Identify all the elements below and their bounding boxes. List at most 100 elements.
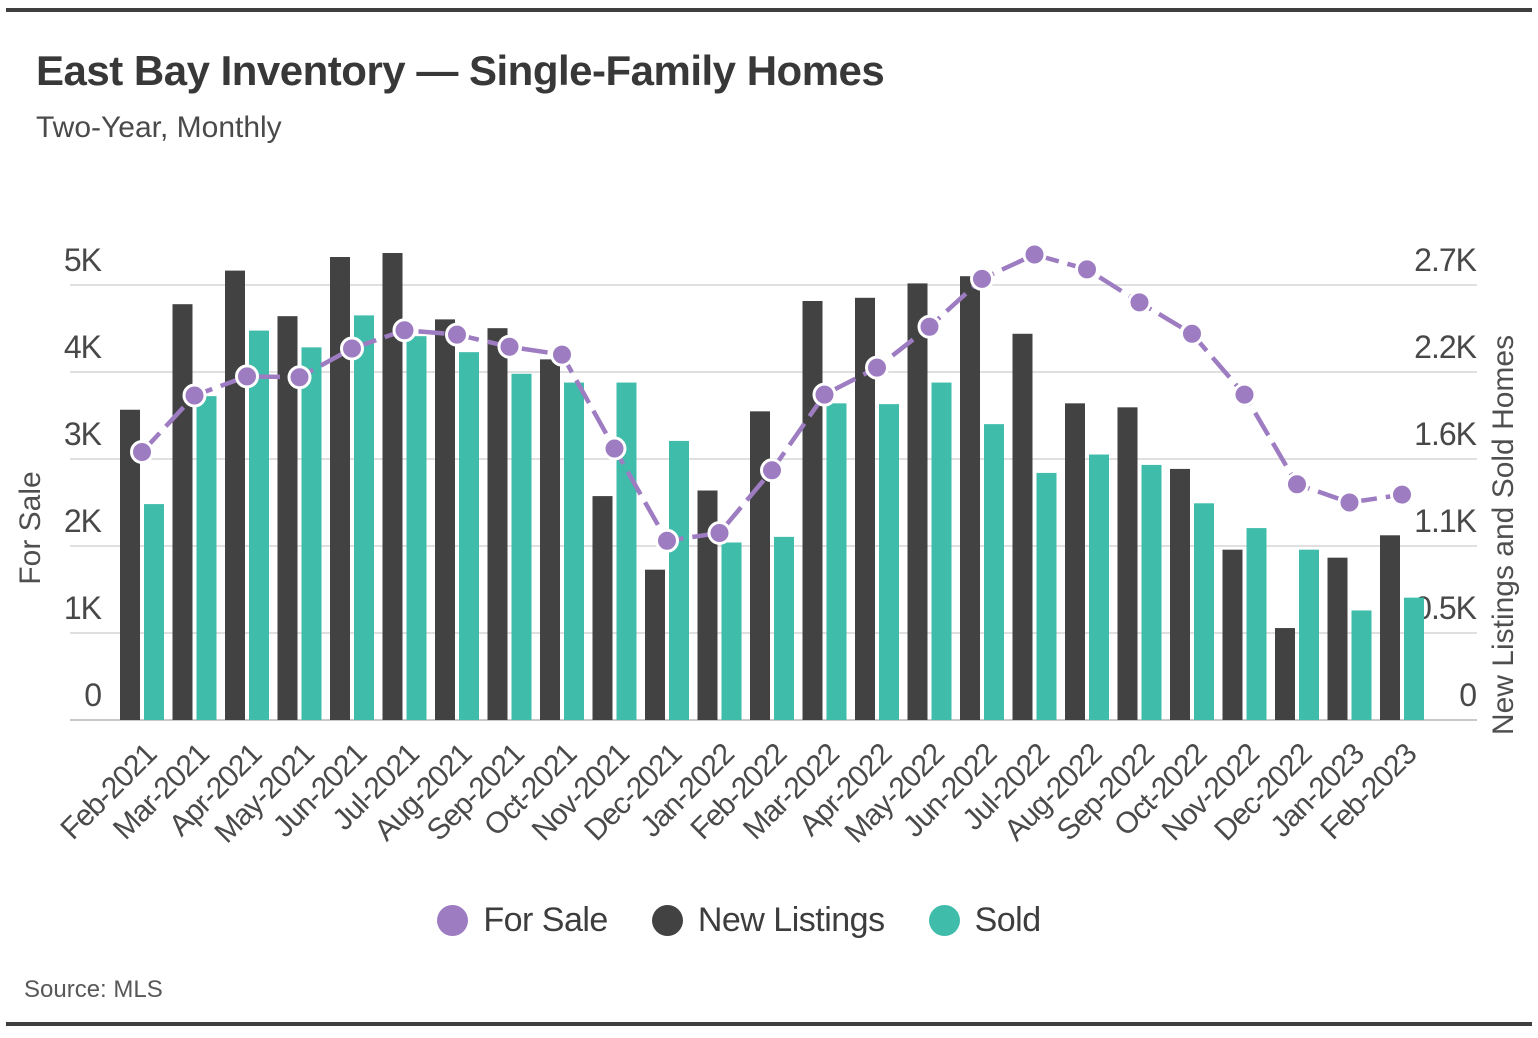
sold-bar — [1351, 610, 1372, 720]
chart-subtitle: Two-Year, Monthly — [36, 111, 282, 144]
new-listings-bar — [382, 253, 403, 720]
legend-item-new-listings: New Listings — [651, 901, 885, 940]
for-sale-point — [655, 528, 679, 553]
left-axis-tick-label: 4K — [64, 329, 102, 365]
left-axis-tick-label: 0 — [84, 677, 101, 713]
sold-bar — [354, 315, 374, 720]
new-listings-bar — [1065, 403, 1085, 720]
right-axis-tick-label: 2.7K — [1414, 242, 1476, 278]
sold-legend-dot — [928, 905, 960, 936]
for-sale-point — [1127, 290, 1152, 315]
for-sale-point — [707, 520, 732, 545]
for-sale-legend-label: For Sale — [483, 901, 608, 939]
for-sale-point — [1075, 257, 1099, 282]
sold-bar — [406, 336, 427, 720]
for-sale-point — [1390, 482, 1414, 507]
new-listings-bar — [802, 300, 823, 720]
for-sale-point — [497, 334, 522, 359]
sold-bar — [144, 504, 164, 720]
for-sale-point — [1180, 321, 1204, 346]
for-sale-point — [1232, 382, 1257, 407]
chart-title: East Bay Inventory — Single-Family Homes — [36, 47, 885, 94]
new-listings-bar — [592, 496, 613, 720]
new-listings-bar — [1170, 468, 1190, 720]
sold-bar — [1036, 472, 1057, 720]
for-sale-point — [970, 266, 994, 291]
sold-bar — [1089, 454, 1109, 720]
left-axis-title: For Sale — [14, 471, 47, 584]
sold-bar — [721, 542, 742, 720]
sold-bar — [301, 347, 322, 720]
source-note: Source: MLS — [24, 976, 163, 1003]
left-axis-tick-label: 1K — [64, 590, 102, 626]
new-listings-bar — [907, 283, 928, 720]
new-listings-bar — [172, 304, 193, 720]
new-listings-bar — [540, 359, 560, 720]
for-sale-point — [130, 440, 154, 465]
new-listings-bar — [435, 319, 455, 720]
for-sale-point — [340, 336, 364, 361]
legend-item-for-sale: For Sale — [437, 901, 608, 940]
for-sale-point — [1022, 242, 1047, 267]
new-listings-bar — [1275, 628, 1295, 720]
new-listings-bar — [1327, 557, 1348, 720]
sold-bar — [879, 404, 899, 720]
new-listings-legend-label: New Listings — [697, 901, 885, 939]
for-sale-point — [392, 318, 417, 343]
for-sale-legend-dot — [437, 905, 469, 936]
sold-bar — [1299, 549, 1319, 720]
for-sale-point — [287, 365, 312, 390]
left-axis-tick-label: 3K — [64, 416, 102, 452]
for-sale-point — [445, 322, 469, 347]
left-axis-tick-label: 5K — [64, 242, 102, 278]
new-listings-bar — [1117, 407, 1138, 720]
for-sale-point — [550, 342, 574, 367]
new-listings-bar — [1012, 333, 1033, 720]
new-listings-legend-dot — [651, 905, 683, 936]
right-axis-tick-label: 0.5K — [1414, 590, 1476, 626]
sold-bar — [1194, 503, 1214, 720]
sold-bar — [1141, 464, 1162, 720]
sold-bar — [1404, 597, 1424, 720]
sold-bar — [511, 373, 532, 720]
for-sale-point — [917, 314, 942, 339]
right-axis-tick-label: 0 — [1459, 677, 1476, 713]
for-sale-point — [1337, 490, 1362, 515]
new-listings-bar — [645, 569, 665, 720]
legend: For Sale New Listings Sold — [0, 901, 1538, 940]
sold-bar — [931, 382, 952, 720]
right-axis-tick-label: 2.2K — [1414, 329, 1476, 365]
for-sale-point — [812, 382, 837, 407]
new-listings-bar — [750, 411, 770, 720]
new-listings-bar — [120, 409, 140, 720]
new-listings-bar — [225, 270, 245, 720]
sold-legend-label: Sold — [974, 901, 1042, 939]
new-listings-bar — [277, 316, 298, 720]
sold-bar — [984, 424, 1004, 720]
new-listings-bar — [960, 276, 980, 720]
sold-bar — [196, 396, 217, 720]
sold-bar — [459, 352, 479, 720]
sold-bar — [669, 440, 689, 720]
right-axis-tick-label: 1.6K — [1414, 416, 1476, 452]
sold-bar — [774, 536, 794, 720]
sold-bar — [249, 330, 269, 720]
sold-bar — [1246, 528, 1267, 720]
new-listings-bar — [330, 257, 350, 720]
sold-bar — [616, 382, 637, 720]
sold-bar — [564, 382, 584, 720]
sold-bar — [826, 403, 847, 720]
right-axis-title: New Listings and Sold Homes — [1487, 335, 1520, 735]
new-listings-bar — [697, 490, 718, 720]
bottom-divider — [6, 1022, 1532, 1026]
legend-item-sold: Sold — [928, 901, 1042, 940]
for-sale-point — [1285, 472, 1309, 497]
new-listings-bar — [855, 297, 875, 720]
new-listings-bar — [1222, 549, 1243, 720]
for-sale-point — [865, 355, 889, 380]
right-axis-tick-label: 1.1K — [1414, 503, 1476, 539]
new-listings-bar — [1380, 535, 1400, 720]
for-sale-point — [760, 458, 784, 483]
